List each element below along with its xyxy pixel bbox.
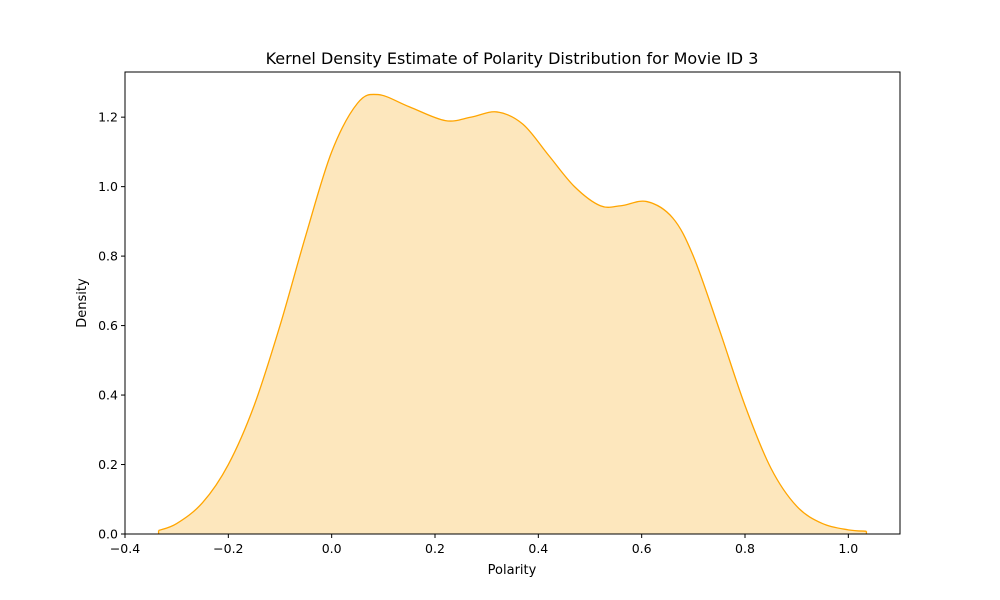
- y-axis-ticks: 0.0 0.2 0.4 0.6 0.8 1.0 1.2: [98, 110, 125, 542]
- y-tick-label: 0.0: [98, 527, 118, 542]
- density-area-fill: [158, 94, 867, 534]
- x-axis-ticks: −0.4 −0.2 0.0 0.2 0.4 0.6 0.8 1.0: [110, 534, 858, 556]
- y-tick-label: 0.2: [98, 457, 118, 472]
- x-tick-label: 0.6: [632, 541, 652, 556]
- y-tick-label: 0.8: [98, 249, 118, 264]
- y-tick-label: 0.6: [98, 318, 118, 333]
- chart-title: Kernel Density Estimate of Polarity Dist…: [266, 49, 759, 68]
- y-tick-label: 0.4: [98, 388, 118, 403]
- x-tick-label: 0.0: [322, 541, 342, 556]
- x-tick-label: −0.4: [110, 541, 140, 556]
- plot-frame: [124, 71, 901, 535]
- x-tick-label: −0.2: [213, 541, 243, 556]
- x-tick-label: 0.2: [425, 541, 445, 556]
- y-tick-label: 1.2: [98, 110, 118, 125]
- x-tick-label: 0.8: [735, 541, 755, 556]
- density-line: [158, 93, 867, 532]
- x-axis-label: Polarity: [488, 563, 537, 578]
- density-area-layer: [157, 93, 868, 534]
- y-axis-label: Density: [75, 278, 90, 328]
- y-tick-label: 1.0: [98, 179, 118, 194]
- x-tick-label: 0.4: [528, 541, 548, 556]
- x-tick-label: 1.0: [838, 541, 858, 556]
